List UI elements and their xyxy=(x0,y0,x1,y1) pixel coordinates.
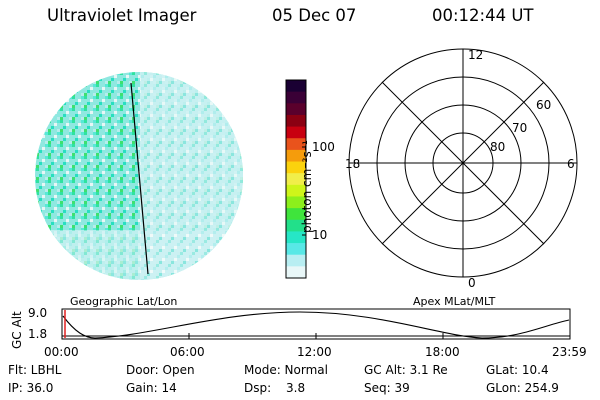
terminator-line xyxy=(130,82,149,275)
colorbar-band xyxy=(286,161,306,174)
geographic-label: Geographic Lat/Lon xyxy=(70,295,178,308)
colorbar-band xyxy=(286,103,306,116)
colorbar-band xyxy=(286,196,306,209)
altitude-ytick-low: 1.8 xyxy=(28,327,48,341)
date-label: 05 Dec 07 xyxy=(272,6,357,25)
altitude-curve xyxy=(62,311,570,339)
dsp-value: 3.8 xyxy=(286,381,306,395)
time-label: 00:12:44 UT xyxy=(432,6,534,25)
gc-alt-status: GC Alt: 3.1 Re xyxy=(364,363,448,377)
colorbar-band xyxy=(286,173,306,186)
lat-label-80: 80 xyxy=(490,140,506,154)
colorbar-band xyxy=(286,80,306,93)
dsp-label: Dsp: xyxy=(244,381,272,395)
colorbar-frame xyxy=(285,79,307,279)
mode-status: Mode: Normal xyxy=(244,363,328,377)
mlt-label-0: 0 xyxy=(468,276,476,290)
glat-status: GLat: 10.4 xyxy=(486,363,549,377)
seq-status: Seq: 39 xyxy=(364,381,410,395)
uv-image-disc xyxy=(35,72,243,280)
mlt-label-6: 6 xyxy=(567,157,575,171)
lat-label-60: 60 xyxy=(536,98,552,112)
apex-label: Apex MLat/MLT xyxy=(413,295,496,308)
ip-status: IP: 36.0 xyxy=(8,381,54,395)
filter-status: Flt: LBHL xyxy=(8,363,62,377)
door-status: Door: Open xyxy=(126,363,195,377)
colorbar-tick-100: 100 xyxy=(312,140,335,154)
time-tick-1200: 12:00 xyxy=(297,345,332,359)
mlt-label-18: 18 xyxy=(345,157,361,171)
mlt-label-12: 12 xyxy=(468,48,484,62)
colorbar-band xyxy=(286,114,306,128)
colorbar-band xyxy=(286,254,306,267)
colorbar-band xyxy=(286,243,306,256)
colorbar-band xyxy=(286,149,306,163)
colorbar-band xyxy=(286,231,306,244)
colorbar-band xyxy=(286,266,306,279)
altitude-panel xyxy=(61,308,571,340)
colorbar xyxy=(285,79,307,279)
colorbar-band xyxy=(286,208,306,221)
colorbar-band xyxy=(286,126,306,139)
time-tick-0000: 00:00 xyxy=(44,345,79,359)
polar-plot xyxy=(348,48,578,278)
gain-status: Gain: 14 xyxy=(126,381,177,395)
time-tick-2359: 23:59 xyxy=(552,345,587,359)
time-tick-1800: 18:00 xyxy=(425,345,460,359)
glon-status: GLon: 254.9 xyxy=(486,381,559,395)
colorbar-band xyxy=(286,184,306,198)
instrument-title: Ultraviolet Imager xyxy=(47,6,197,25)
altitude-ytick-high: 9.0 xyxy=(28,306,48,320)
colorbar-band xyxy=(286,219,306,233)
colorbar-tick-10: 10 xyxy=(312,228,328,242)
time-tick-0600: 06:00 xyxy=(170,345,205,359)
colorbar-band xyxy=(286,91,306,104)
lat-label-70: 70 xyxy=(512,121,528,135)
altitude-axis-label: GC Alt xyxy=(10,311,24,349)
colorbar-unit-label: photon cm⁻²s⁻¹ xyxy=(300,140,314,233)
colorbar-band xyxy=(286,138,306,151)
